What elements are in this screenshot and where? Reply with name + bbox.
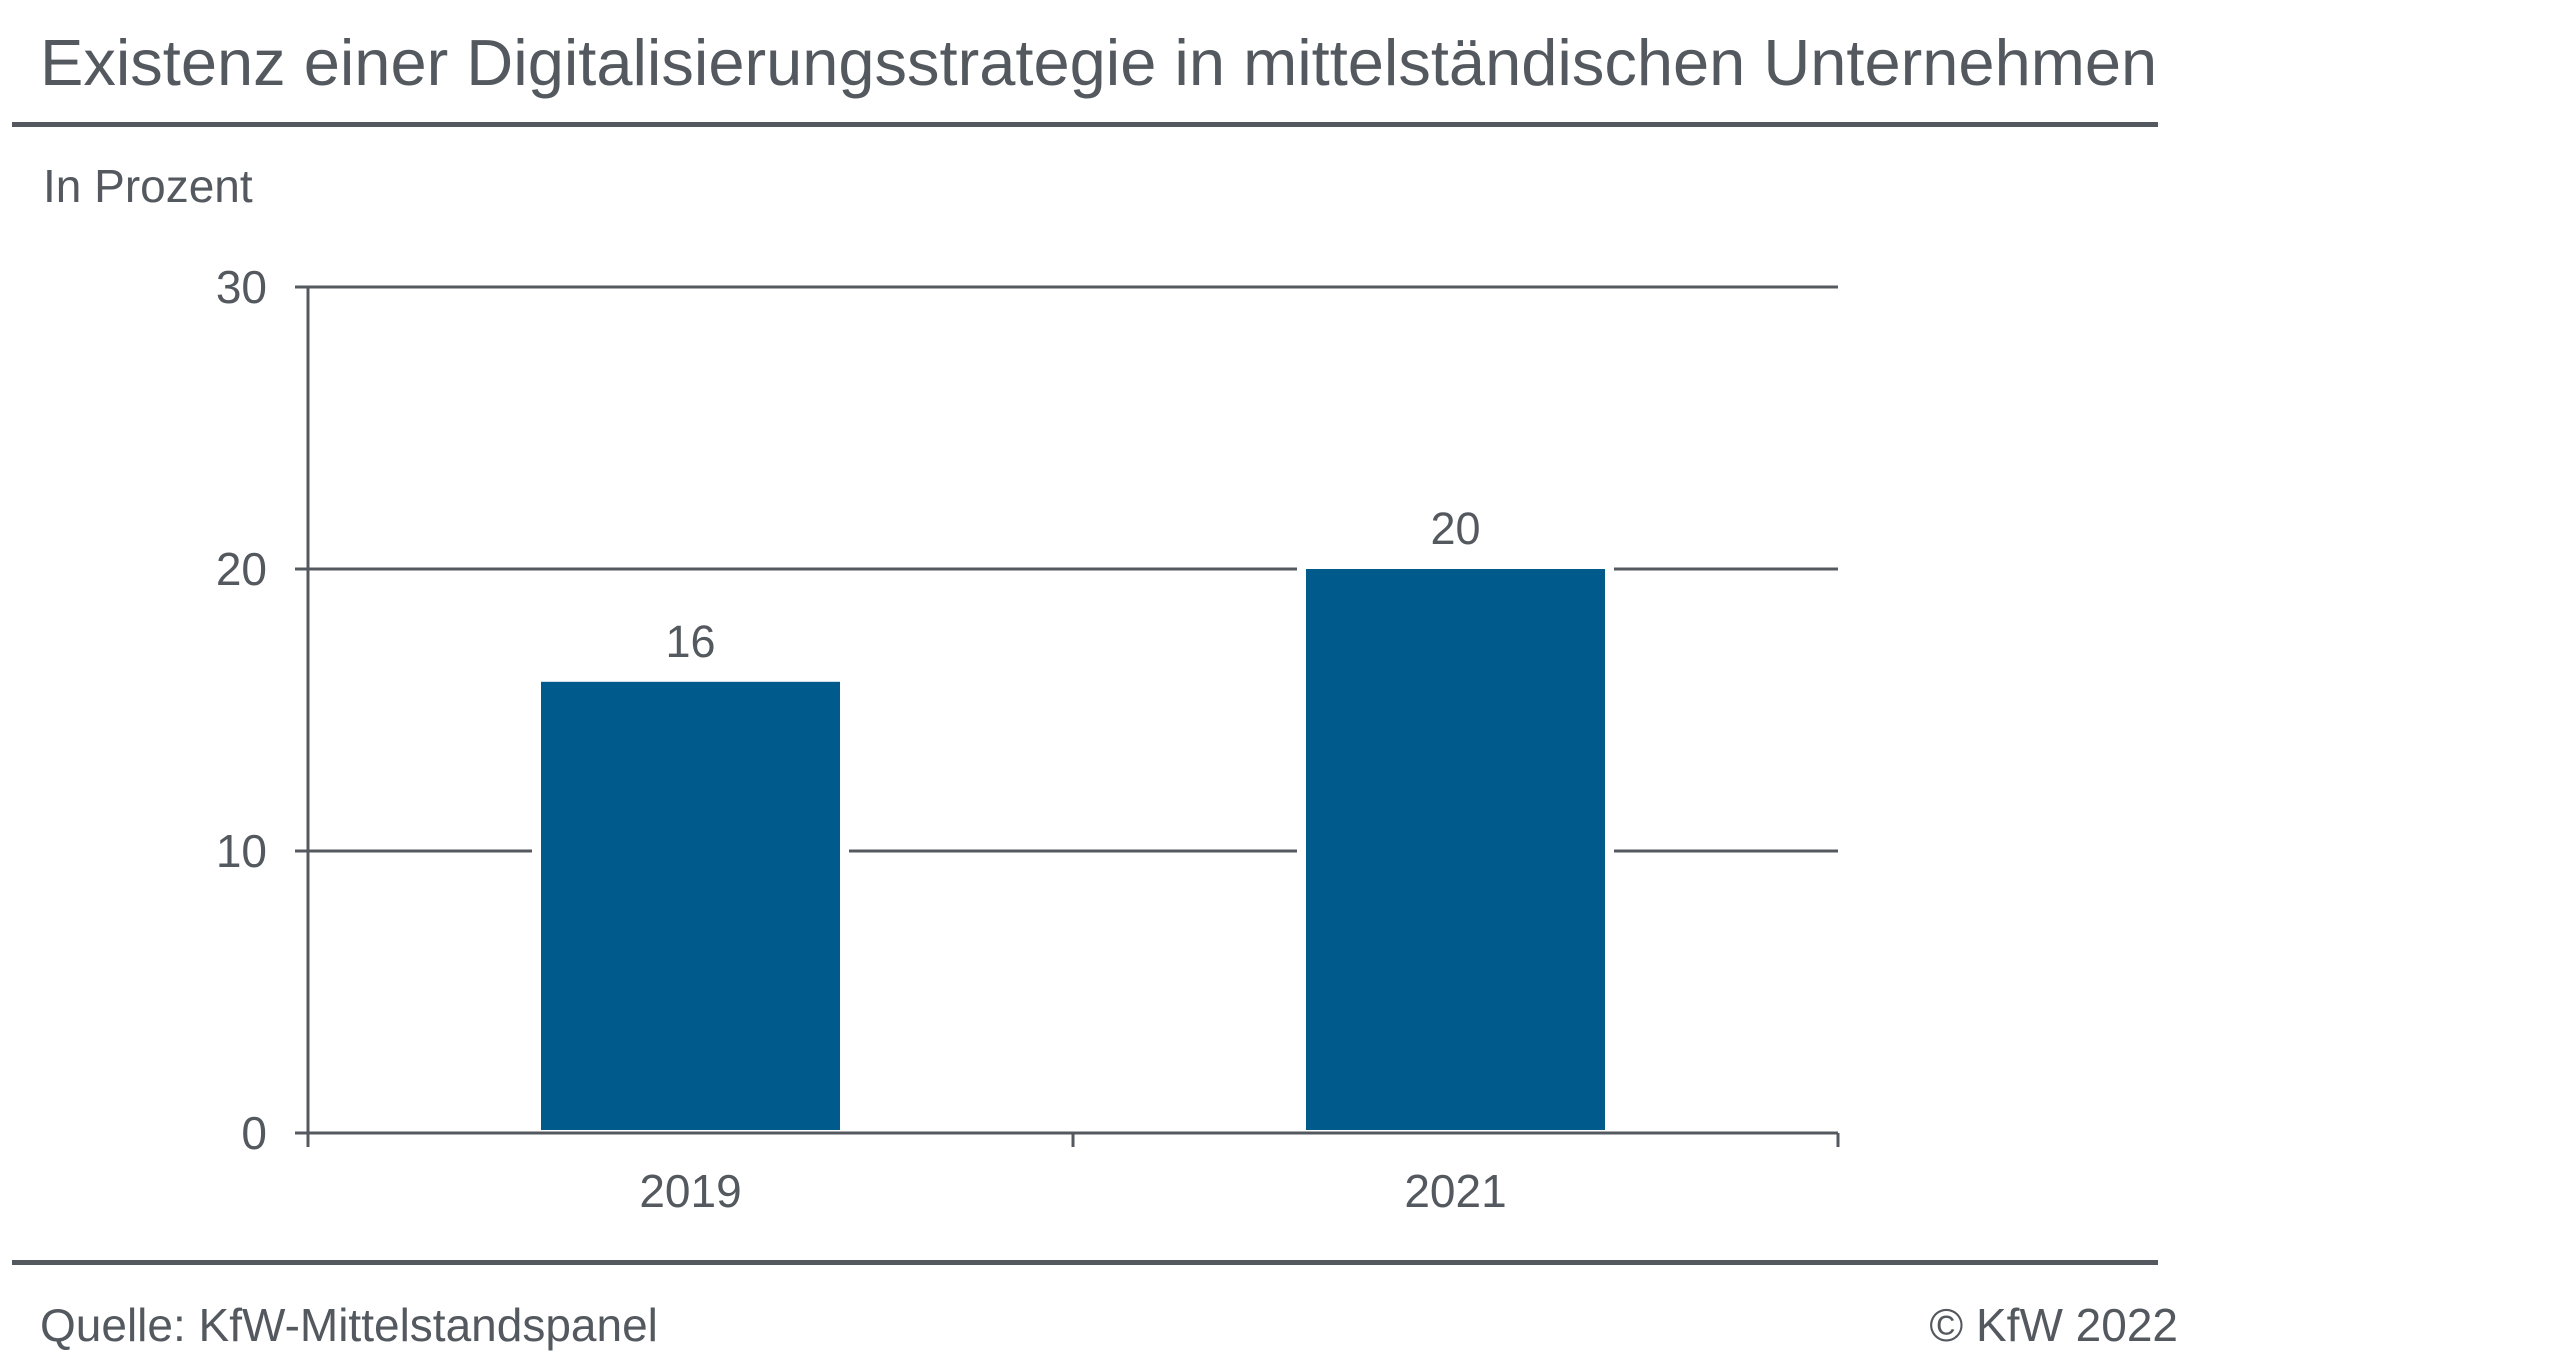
data-label-2021: 20: [1430, 503, 1480, 554]
y-tick-label-0: 0: [241, 1107, 267, 1159]
chart-title: Existenz einer Digitalisierungsstrategie…: [40, 26, 2158, 99]
y-axis-unit-label: In Prozent: [43, 160, 253, 212]
data-label-2019: 16: [665, 616, 715, 667]
bottom-rule: [12, 1260, 2158, 1265]
bar-2021: [1306, 569, 1605, 1130]
y-tick-label-20: 20: [216, 543, 267, 595]
source-note: Quelle: KfW-Mittelstandspanel: [40, 1299, 658, 1351]
copyright-note: © KfW 2022: [1929, 1299, 2178, 1351]
top-rule: [12, 122, 2158, 127]
y-tick-label-10: 10: [216, 825, 267, 877]
y-tick-label-30: 30: [216, 261, 267, 313]
bar-2019: [541, 681, 840, 1130]
x-tick-label-2019: 2019: [639, 1165, 741, 1217]
x-tick-label-2021: 2021: [1404, 1165, 1506, 1217]
